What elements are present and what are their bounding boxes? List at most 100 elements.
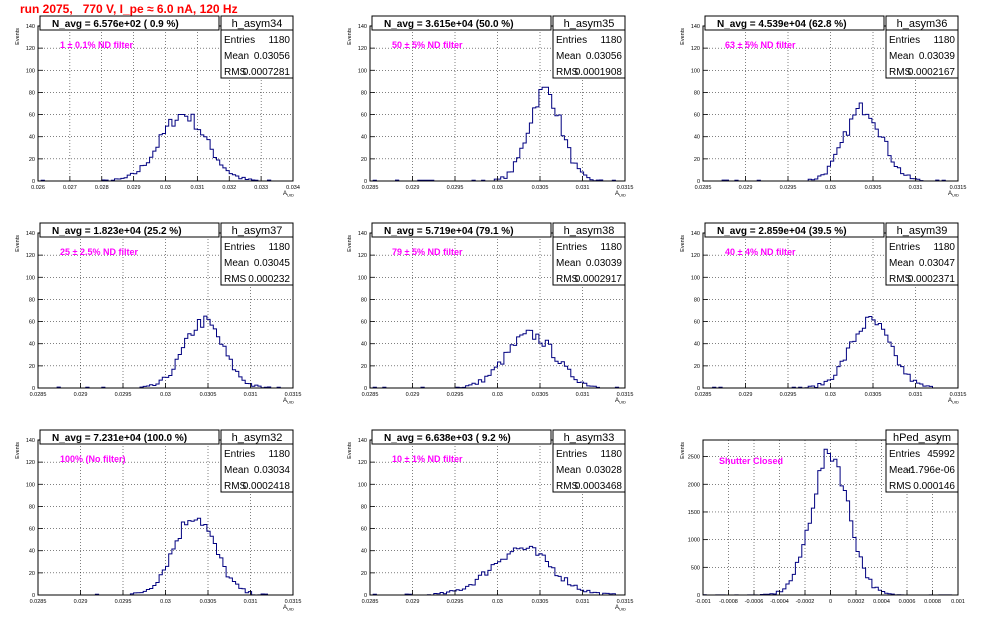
x-tick-label: 0.0002 (848, 599, 865, 605)
stats-value: 0.03039 (919, 51, 956, 62)
x-tick-label: 0.0295 (780, 185, 797, 191)
stats-title: h_asym35 (564, 18, 615, 30)
y-tick-label: 0 (32, 593, 35, 599)
y-tick-label: 140 (358, 231, 367, 237)
run-title: run 2075, 770 V, I_pe ≈ 6.0 nA, 120 Hz (20, 2, 238, 16)
y-tick-label: 100 (358, 275, 367, 281)
stats-box (552, 429, 626, 493)
stats-label: RMS (889, 481, 912, 492)
y-tick-label: 80 (694, 297, 700, 303)
stats-box (220, 222, 294, 286)
x-tick-label: 0.0315 (950, 392, 967, 398)
y-tick-label: 80 (29, 297, 35, 303)
x-axis-title: AUID (615, 605, 626, 612)
x-tick-label: -0.0006 (745, 599, 764, 605)
histogram-panel-h_asym34: 0.026 0.027 0.028 0.029 0.03 0.031 0.032 0.033 0… (15, 15, 300, 198)
x-tick-label: 0.001 (951, 599, 965, 605)
x-tick-label: 0.026 (31, 185, 45, 191)
x-tick-label: 0.029 (739, 185, 753, 191)
y-tick-label: 60 (29, 527, 35, 533)
y-axis-title: Events (15, 28, 21, 45)
stats-label: Entries (889, 242, 920, 253)
x-tick-label: 0.031 (576, 599, 590, 605)
y-tick-label: 120 (691, 46, 700, 52)
y-tick-label: 100 (358, 68, 367, 74)
filter-annotation: 10 ± 1% ND filter (392, 454, 463, 464)
y-tick-label: 140 (26, 231, 35, 237)
y-tick-label: 140 (358, 24, 367, 30)
x-tick-label: 0.03 (825, 185, 836, 191)
stats-value: 1180 (933, 242, 955, 253)
filter-annotation: 79 ± 5% ND filter (392, 247, 463, 257)
x-tick-label: -0.001 (695, 599, 711, 605)
stats-label: RMS (889, 274, 912, 285)
histogram-panel-h_asym36: 0.0285 0.029 0.0295 0.03 0.0305 0.031 0.0315 0 2… (680, 15, 967, 198)
x-tick-label: 0.0295 (447, 599, 464, 605)
stats-box (220, 429, 294, 493)
stats-value: 1180 (933, 35, 955, 46)
x-tick-label: 0.0305 (865, 392, 882, 398)
stats-title: h_asym33 (564, 432, 615, 444)
histogram-panel-h_asym35: 0.0285 0.029 0.0295 0.03 0.0305 0.031 0.0315 0 2… (347, 15, 633, 198)
y-tick-label: 40 (694, 135, 700, 141)
stats-box (885, 15, 959, 79)
navg-box (704, 222, 885, 238)
navg-label: N_avg = 6.638e+03 ( 9.2 %) (384, 433, 511, 444)
stats-value: 1180 (600, 35, 622, 46)
y-tick-label: 20 (29, 157, 35, 163)
x-tick-label: 0.0006 (899, 599, 916, 605)
stats-label: Entries (889, 35, 920, 46)
stats-title: hPed_asym (893, 432, 951, 444)
x-tick-label: 0.031 (244, 599, 258, 605)
x-tick-label: 0.031 (909, 185, 923, 191)
stats-value: 0.0002371 (908, 274, 956, 285)
stats-label: Mean (889, 465, 914, 476)
x-tick-label: 0.0285 (362, 392, 379, 398)
x-tick-label: 0.0295 (780, 392, 797, 398)
stats-label: Mean (889, 258, 914, 269)
stats-label: RMS (224, 67, 247, 78)
histogram-panel-h_asym37: 0.0285 0.029 0.0295 0.03 0.0305 0.031 0.0315 0 2… (15, 222, 302, 405)
x-tick-label: 0.03 (492, 392, 503, 398)
x-tick-label: 0.0305 (200, 392, 217, 398)
stats-box (885, 429, 959, 493)
stats-label: Mean (224, 258, 249, 269)
x-tick-label: 0.0315 (285, 599, 302, 605)
y-tick-label: 0 (364, 593, 367, 599)
y-tick-label: 140 (691, 231, 700, 237)
filter-annotation: 63 ± 5% ND filter (725, 40, 796, 50)
filter-annotation: 50 ± 5% ND filter (392, 40, 463, 50)
filter-annotation: Shutter Closed (719, 456, 783, 466)
stats-value: 1180 (600, 449, 622, 460)
histogram-panel-h_asym39: 0.0285 0.029 0.0295 0.03 0.0305 0.031 0.0315 0 2… (680, 222, 967, 405)
x-tick-label: 0.029 (406, 185, 420, 191)
y-tick-label: 20 (361, 157, 367, 163)
y-tick-label: 140 (691, 24, 700, 30)
x-tick-label: 0.03 (160, 599, 171, 605)
y-tick-label: 100 (26, 68, 35, 74)
navg-box (39, 222, 220, 238)
x-tick-label: 0.034 (286, 185, 300, 191)
y-tick-label: 40 (694, 342, 700, 348)
stats-title: h_asym38 (564, 225, 615, 237)
stats-value: 0.03047 (919, 258, 956, 269)
y-tick-label: 60 (694, 320, 700, 326)
stats-title: h_asym39 (897, 225, 948, 237)
stats-value: 0.0002917 (575, 274, 623, 285)
x-tick-label: 0.0315 (950, 185, 967, 191)
x-tick-label: 0.0285 (30, 599, 47, 605)
x-tick-label: 0.031 (909, 392, 923, 398)
stats-value: 0.03056 (254, 51, 291, 62)
filter-annotation: 25 ± 2.5% ND filter (60, 247, 138, 257)
x-tick-label: 0.0315 (285, 392, 302, 398)
y-tick-label: 80 (361, 90, 367, 96)
y-tick-label: 0 (32, 179, 35, 185)
stats-value: 1180 (268, 242, 290, 253)
stats-label: RMS (224, 274, 247, 285)
y-tick-label: 120 (358, 46, 367, 52)
y-tick-label: 20 (694, 157, 700, 163)
y-tick-label: 0 (364, 386, 367, 392)
y-tick-label: 40 (29, 342, 35, 348)
y-axis-title: Events (680, 442, 686, 459)
y-tick-label: 100 (691, 275, 700, 281)
